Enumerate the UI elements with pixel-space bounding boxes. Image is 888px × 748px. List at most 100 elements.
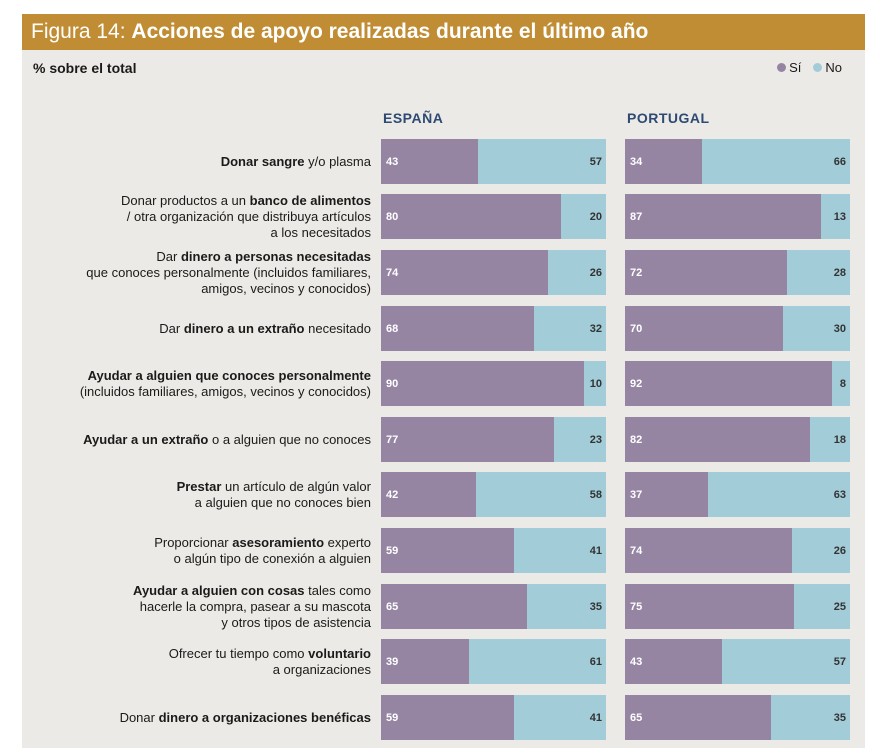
data-label-yes: 43 bbox=[630, 655, 643, 668]
bar-segment-no: 10 bbox=[583, 361, 606, 406]
row-label: Donar dinero a organizaciones benéficas bbox=[11, 695, 371, 740]
data-label-no: 28 bbox=[833, 266, 846, 279]
data-label-yes: 92 bbox=[630, 377, 643, 390]
chart-legend: Sí No bbox=[777, 60, 842, 75]
legend-swatch-no bbox=[813, 63, 823, 72]
row-label-text: Donar productos a un bbox=[120, 192, 250, 208]
row-label-text: / otra organización que distribuya artíc… bbox=[126, 208, 371, 224]
bar-segment-no: 61 bbox=[468, 639, 606, 684]
bar-segment-yes: 87 bbox=[625, 194, 821, 239]
row-label-text: (incluidos familiares, amigos, vecinos y… bbox=[79, 383, 371, 399]
row-label-emphasis: asesoramiento bbox=[232, 534, 325, 550]
row-label-text: a organizaciones bbox=[272, 661, 371, 677]
data-label-no: 57 bbox=[833, 655, 846, 668]
bar-segment-yes: 59 bbox=[381, 528, 514, 573]
bar-segment-no: 18 bbox=[809, 417, 850, 462]
data-label-yes: 68 bbox=[386, 322, 399, 335]
data-label-no: 66 bbox=[833, 155, 846, 168]
bar-espana: 59 41 bbox=[381, 528, 606, 573]
data-label-no: 35 bbox=[833, 711, 846, 724]
data-label-yes: 70 bbox=[630, 322, 643, 335]
bar-espana: 42 58 bbox=[381, 472, 606, 517]
row-label-line: Donar sangre y/o plasma bbox=[11, 154, 371, 170]
row-label-line: y otros tipos de asistencia bbox=[11, 615, 371, 631]
data-label-yes: 80 bbox=[386, 210, 399, 223]
data-label-no: 23 bbox=[589, 433, 602, 446]
bar-segment-no: 57 bbox=[721, 639, 850, 684]
row-label-emphasis: dinero a un extraño bbox=[183, 320, 305, 336]
data-label-no: 18 bbox=[833, 433, 846, 446]
bar-espana: 77 23 bbox=[381, 417, 606, 462]
row-label: Proporcionar asesoramiento experto o algú… bbox=[11, 528, 371, 573]
row-label: Ofrecer tu tiempo como voluntario a organ… bbox=[11, 639, 371, 684]
bar-portugal: 72 28 bbox=[625, 250, 850, 295]
bar-portugal: 75 25 bbox=[625, 584, 850, 629]
row-label-text: tales como bbox=[304, 582, 371, 598]
row-label: Donar sangre y/o plasma bbox=[11, 139, 371, 184]
bar-segment-yes: 65 bbox=[381, 584, 528, 629]
data-label-no: 8 bbox=[839, 377, 846, 390]
row-label-line: Ayudar a alguien que conoces personalmen… bbox=[11, 368, 371, 384]
row-label-emphasis: dinero a organizaciones benéficas bbox=[158, 709, 371, 725]
legend-label-no: No bbox=[825, 60, 842, 75]
bar-portugal: 70 30 bbox=[625, 306, 850, 351]
legend-item-yes: Sí bbox=[777, 60, 801, 75]
row-label-line: Prestar un artículo de algún valor bbox=[11, 479, 371, 495]
data-label-no: 61 bbox=[589, 655, 602, 668]
bar-segment-no: 8 bbox=[832, 361, 850, 406]
column-header-espana: ESPAÑA bbox=[383, 110, 444, 126]
bar-segment-yes: 82 bbox=[625, 417, 810, 462]
row-label-emphasis: Ayudar a alguien que conoces personalmen… bbox=[87, 367, 371, 383]
figure-number: Figura 14: bbox=[31, 20, 126, 43]
bar-segment-no: 57 bbox=[477, 139, 606, 184]
bar-segment-no: 32 bbox=[534, 306, 606, 351]
row-label-text: un artículo de algún valor bbox=[221, 478, 371, 494]
bar-segment-yes: 42 bbox=[381, 472, 476, 517]
row-label-line: (incluidos familiares, amigos, vecinos y… bbox=[11, 384, 371, 400]
row-label-text: y/o plasma bbox=[304, 153, 371, 169]
row-label-text: a los necesitados bbox=[270, 224, 371, 240]
bar-segment-no: 23 bbox=[554, 417, 606, 462]
row-label-text: Dar bbox=[159, 320, 184, 336]
data-label-yes: 74 bbox=[386, 266, 399, 279]
data-label-yes: 42 bbox=[386, 488, 399, 501]
bar-espana: 74 26 bbox=[381, 250, 606, 295]
row-label: Ayudar a alguien con cosas tales como hac… bbox=[11, 582, 371, 631]
row-label-line: Ofrecer tu tiempo como voluntario bbox=[11, 646, 371, 662]
data-label-yes: 77 bbox=[386, 433, 399, 446]
data-label-yes: 74 bbox=[630, 544, 643, 557]
row-label-line: Proporcionar asesoramiento experto bbox=[11, 535, 371, 551]
row-label-text: hacerle la compra, pasear a su mascota bbox=[139, 598, 371, 614]
bar-espana: 90 10 bbox=[381, 361, 606, 406]
row-label-line: que conoces personalmente (incluidos fam… bbox=[11, 265, 371, 281]
row-label: Ayudar a alguien que conoces personalmen… bbox=[11, 361, 371, 406]
figure-title: Acciones de apoyo realizadas durante el … bbox=[131, 20, 649, 43]
row-label-text: a alguien que no conoces bien bbox=[194, 494, 371, 510]
row-label: Donar productos a un banco de alimentos /… bbox=[11, 193, 371, 240]
row-label-text: y otros tipos de asistencia bbox=[221, 614, 371, 630]
bar-espana: 39 61 bbox=[381, 639, 606, 684]
bar-segment-yes: 92 bbox=[625, 361, 832, 406]
row-label-emphasis: dinero a personas necesitadas bbox=[180, 248, 371, 264]
bar-segment-yes: 34 bbox=[625, 139, 702, 184]
row-label-line: Dar dinero a un extraño necesitado bbox=[11, 321, 371, 337]
data-label-yes: 39 bbox=[386, 655, 399, 668]
data-label-no: 25 bbox=[833, 600, 846, 613]
bar-portugal: 74 26 bbox=[625, 528, 850, 573]
row-label-line: a organizaciones bbox=[11, 662, 371, 678]
bar-segment-no: 20 bbox=[561, 194, 606, 239]
row-label: Prestar un artículo de algún valor a algu… bbox=[11, 472, 371, 517]
row-label-line: Donar productos a un banco de alimentos bbox=[11, 193, 371, 209]
row-label-text: o a alguien que no conoces bbox=[208, 431, 371, 447]
bar-espana: 43 57 bbox=[381, 139, 606, 184]
bar-segment-yes: 59 bbox=[381, 695, 514, 740]
row-label-text: necesitado bbox=[304, 320, 371, 336]
bar-portugal: 34 66 bbox=[625, 139, 850, 184]
row-label: Dar dinero a personas necesitadas que con… bbox=[11, 248, 371, 296]
bar-segment-yes: 77 bbox=[381, 417, 555, 462]
bar-segment-no: 41 bbox=[513, 528, 606, 573]
row-label-line: Ayudar a un extraño o a alguien que no c… bbox=[11, 432, 371, 448]
bar-segment-yes: 70 bbox=[625, 306, 783, 351]
data-label-no: 13 bbox=[833, 210, 846, 223]
bar-segment-yes: 43 bbox=[381, 139, 478, 184]
